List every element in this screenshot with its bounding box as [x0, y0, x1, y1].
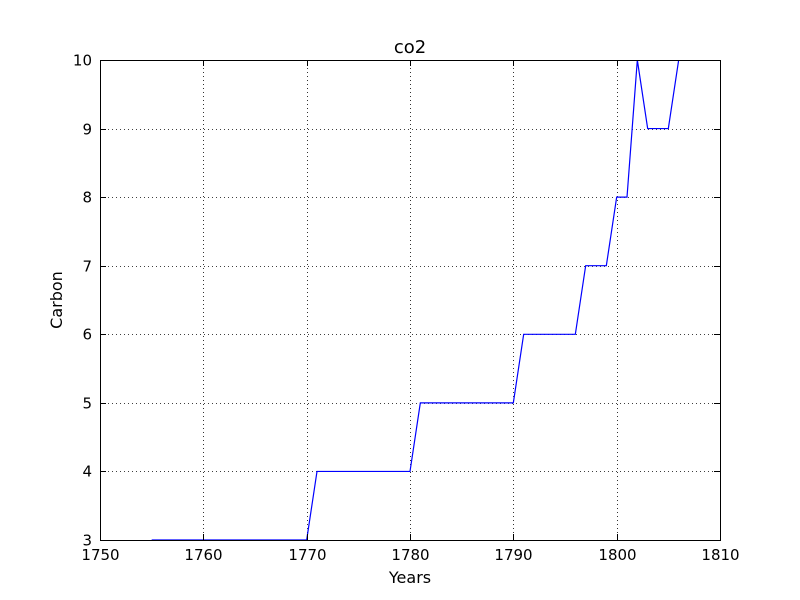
y-tick-label: 4 [82, 463, 92, 481]
y-tick-label: 7 [82, 258, 92, 276]
y-tick-label: 9 [82, 121, 92, 139]
y-axis-label: Carbon [47, 271, 66, 329]
chart-title: co2 [394, 37, 426, 58]
x-tick-label: 1750 [81, 546, 119, 564]
ticks: 1750 1760 1770 1780 1790 1800 1810 3 4 5 6 7 8 9 10 [73, 52, 740, 565]
series-layer [151, 60, 680, 540]
y-tick-label: 8 [82, 189, 92, 207]
series-line [151, 60, 680, 540]
y-tick-label: 6 [82, 326, 92, 344]
y-tick-label: 3 [82, 532, 92, 550]
x-tick-label: 1810 [701, 546, 739, 564]
x-tick-label: 1770 [288, 546, 326, 564]
y-tick-label: 10 [73, 52, 92, 70]
x-tick-label: 1760 [184, 546, 222, 564]
x-tick-label: 1790 [494, 546, 532, 564]
y-tick-label: 5 [82, 395, 92, 413]
x-tick-label: 1800 [598, 546, 636, 564]
x-tick-label: 1780 [391, 546, 429, 564]
x-axis-label: Years [388, 568, 431, 587]
